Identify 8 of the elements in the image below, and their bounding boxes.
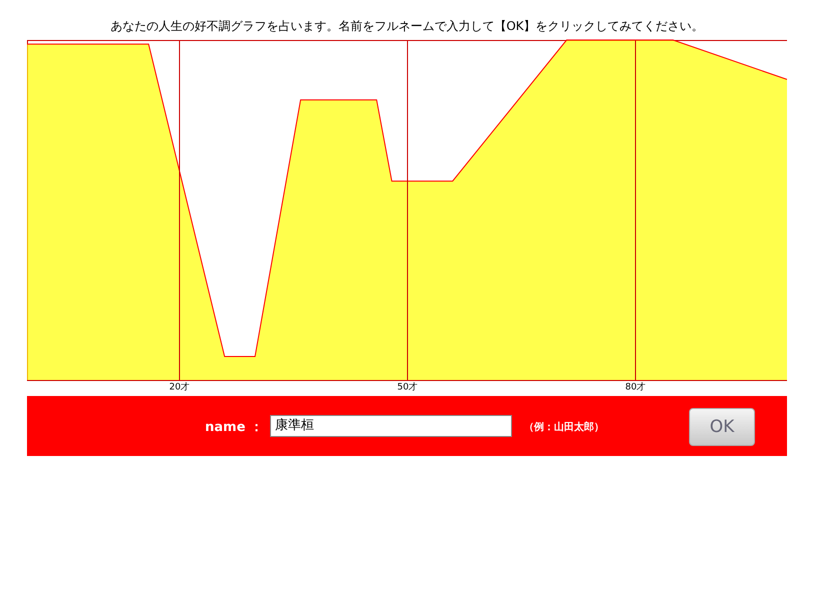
text: （例：山田太郎）: [524, 420, 604, 434]
x-tick-label: 20才: [169, 382, 190, 392]
chart-title: あなたの人生の好不調グラフを占います。名前をフルネームで入力して【OK】をクリックしてみてください。: [110, 19, 704, 33]
x-tick-label: 50才: [397, 382, 418, 392]
ok-button: OK: [689, 408, 755, 446]
x-tick-label: 80才: [625, 382, 646, 392]
text: name ：: [205, 419, 263, 436]
name-field: 康準桓: [270, 415, 512, 437]
